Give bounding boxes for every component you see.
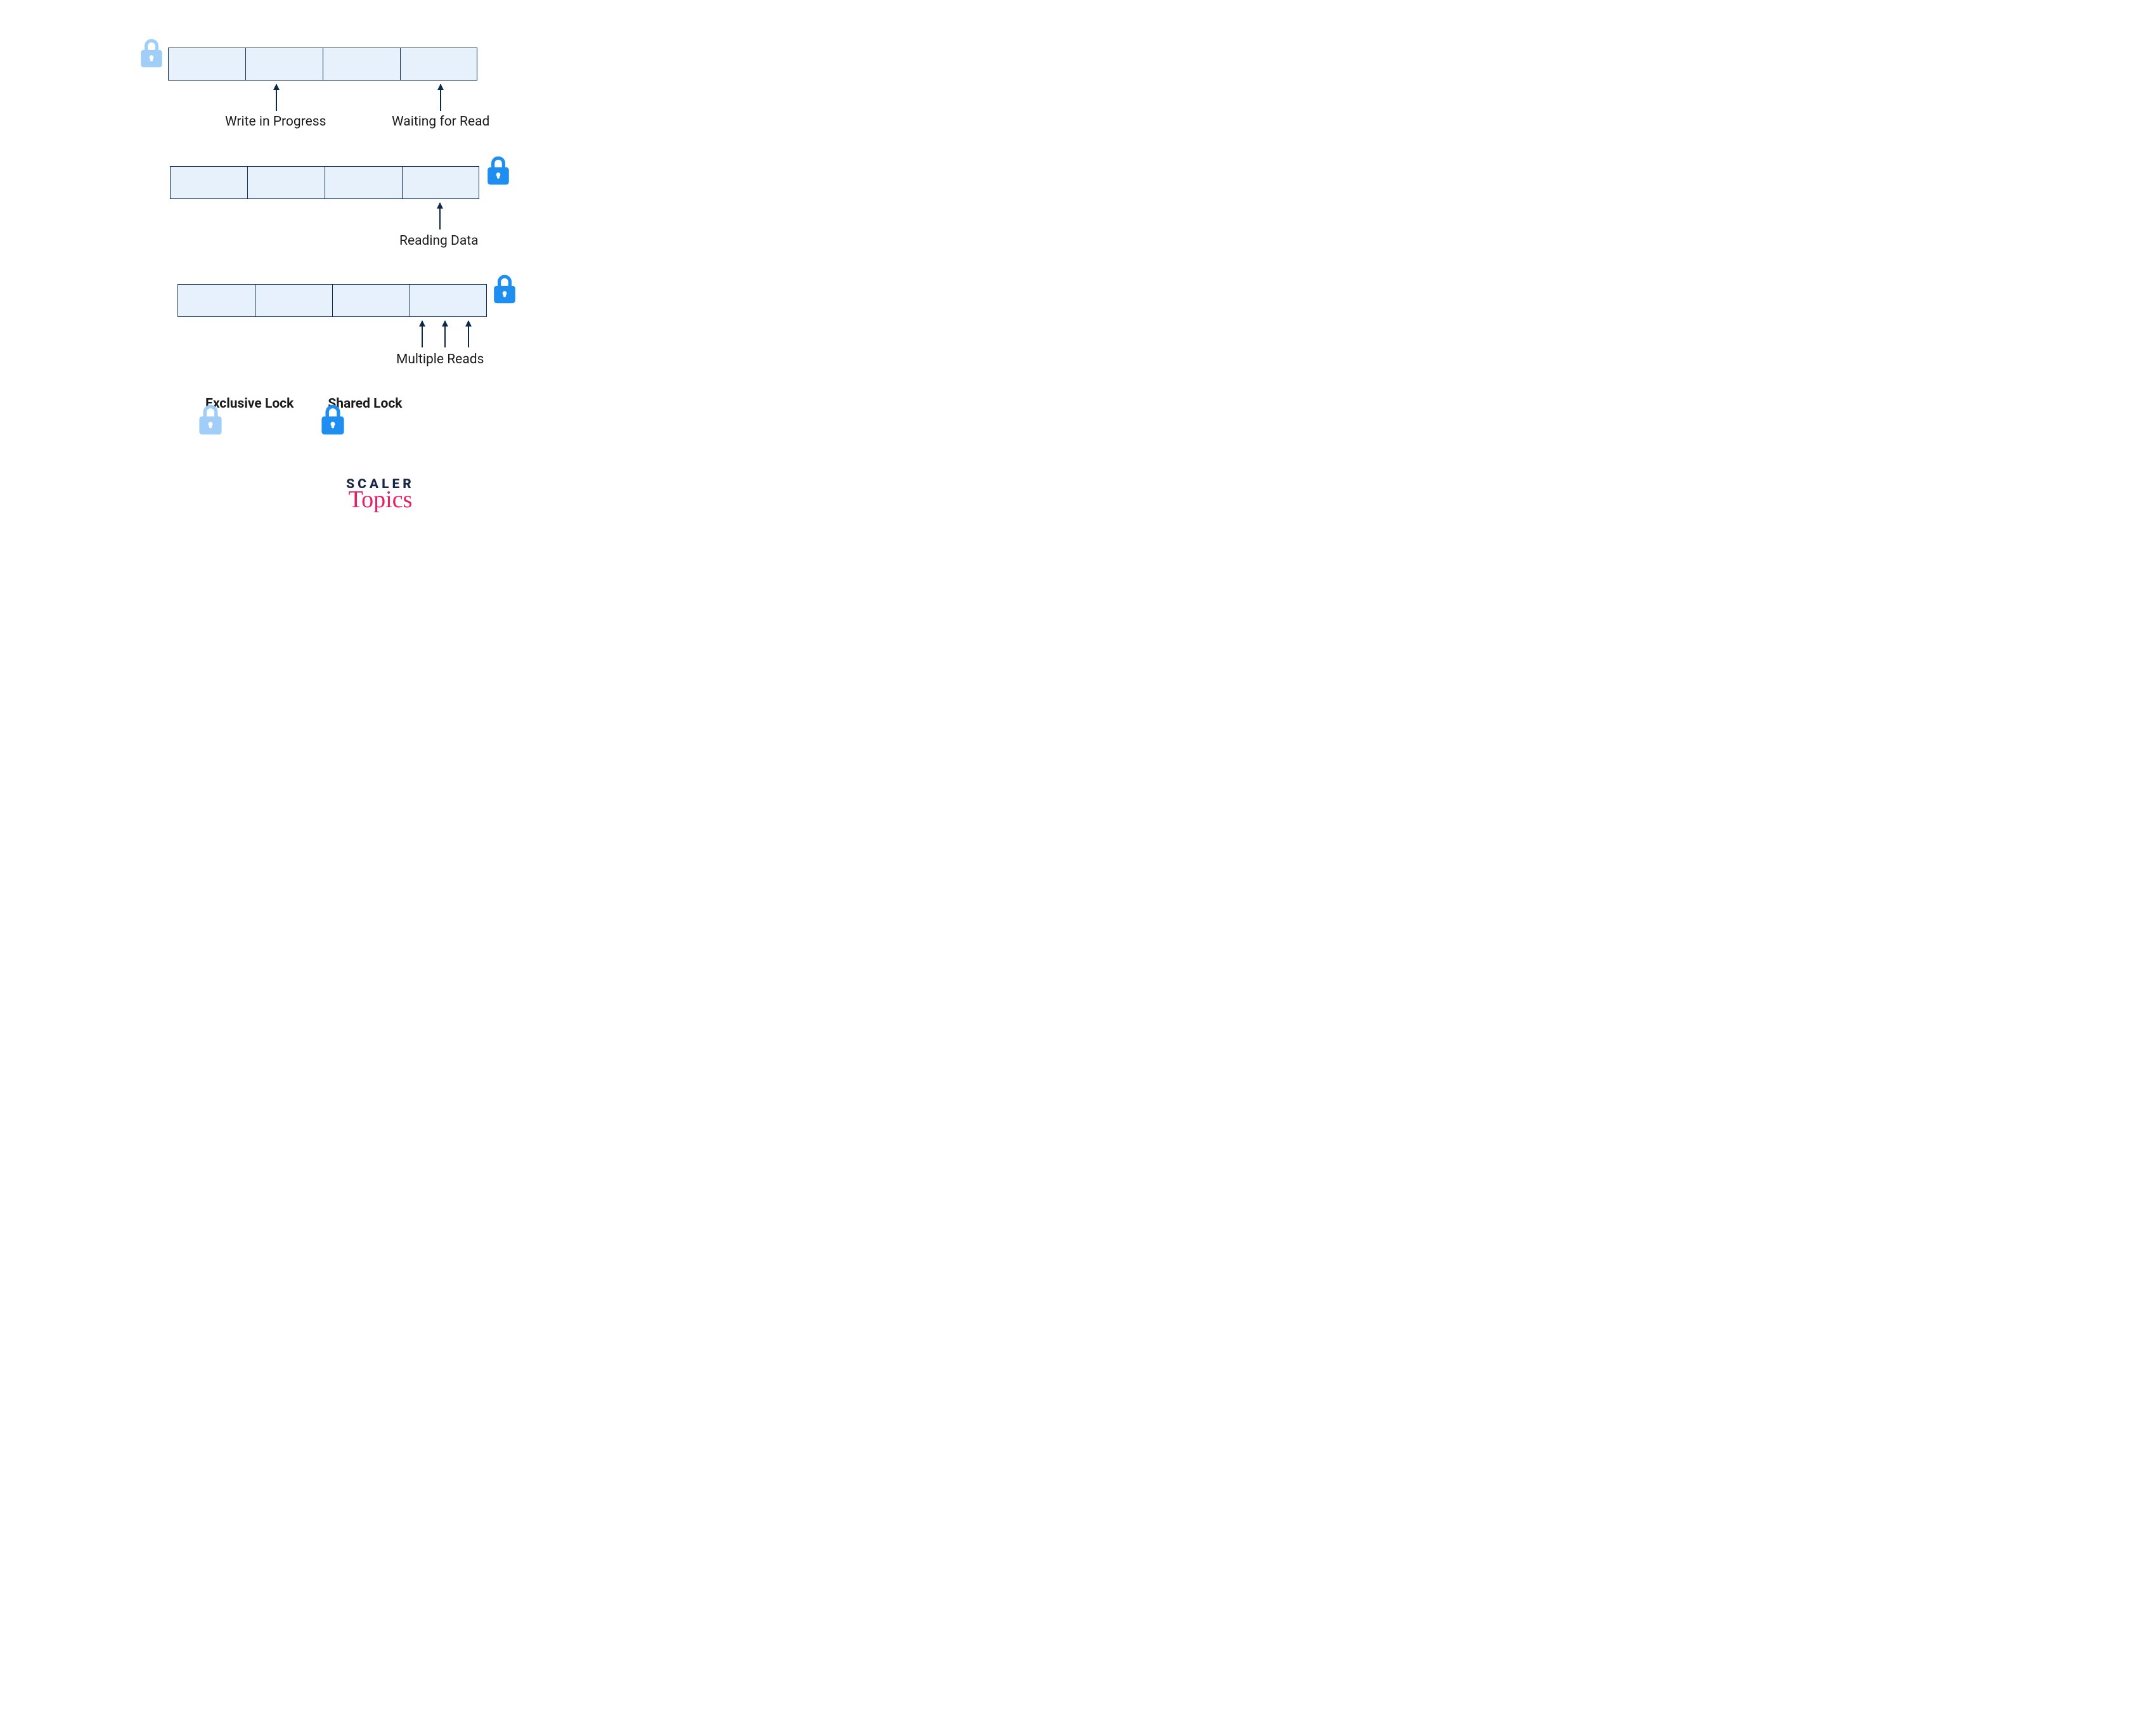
- arrow-up: [444, 321, 446, 347]
- data-cell: [325, 166, 402, 199]
- arrow-up: [276, 84, 277, 111]
- arrow-up: [440, 84, 441, 111]
- data-cell: [178, 284, 255, 317]
- annotation-label: Write in Progress: [225, 114, 326, 129]
- data-cell: [170, 166, 247, 199]
- data-cell: [168, 48, 245, 81]
- data-cell: [255, 284, 332, 317]
- arrow-up: [422, 321, 423, 347]
- arrow-up: [468, 321, 469, 347]
- legend-item: Shared Lock: [319, 396, 402, 411]
- data-cell: [323, 48, 400, 81]
- data-cell: [247, 166, 325, 199]
- data-cell: [332, 284, 410, 317]
- legend: Exclusive Lock Shared Lock: [197, 396, 403, 411]
- data-block-row: [178, 284, 487, 317]
- annotation-label: Reading Data: [399, 233, 479, 249]
- data-block-row: [170, 166, 479, 199]
- data-cell: [410, 284, 487, 317]
- scaler-topics-logo: SCALERTopics: [346, 477, 415, 514]
- data-cell: [245, 48, 323, 81]
- data-cell: [402, 166, 479, 199]
- annotation-label: Waiting for Read: [392, 114, 489, 129]
- data-cell: [400, 48, 477, 81]
- data-block-row: [168, 48, 477, 81]
- arrow-up: [439, 203, 441, 230]
- annotation-label: Multiple Reads: [396, 352, 484, 367]
- logo-topics-text: Topics: [346, 486, 415, 514]
- legend-item: Exclusive Lock: [197, 396, 294, 411]
